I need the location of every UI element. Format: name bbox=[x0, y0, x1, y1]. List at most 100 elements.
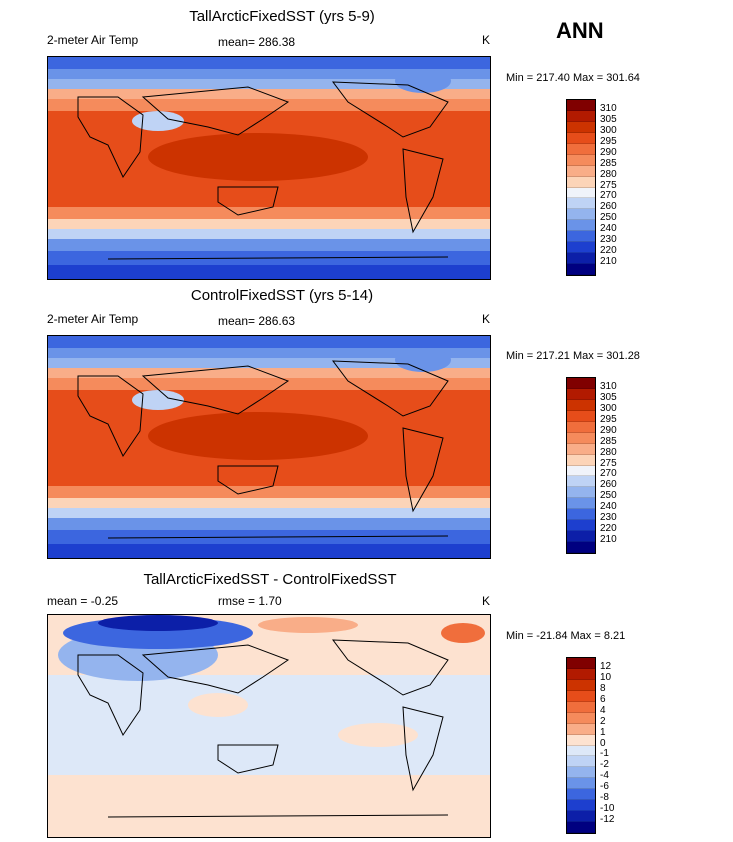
colorbar-swatch bbox=[567, 690, 595, 702]
colorbar-tick-label: 305 bbox=[600, 391, 617, 403]
colorbar-tick-label: 240 bbox=[600, 223, 617, 235]
colorbar-swatch bbox=[567, 110, 595, 122]
panel-1-map-field bbox=[48, 57, 490, 279]
colorbar-tick-label: 300 bbox=[600, 124, 617, 136]
colorbar-tick-label: 260 bbox=[600, 479, 617, 491]
colorbar-swatch bbox=[567, 100, 595, 111]
colorbar-swatch bbox=[567, 432, 595, 444]
panel-3-mean-label: mean = -0.25 bbox=[47, 594, 119, 608]
panel-3-colorbar bbox=[566, 657, 596, 834]
colorbar-swatch bbox=[567, 198, 595, 210]
panel-3-map-field bbox=[48, 615, 490, 837]
colorbar-tick-label: 6 bbox=[600, 693, 606, 705]
colorbar-swatch bbox=[567, 187, 595, 199]
colorbar-tick-label: -1 bbox=[600, 748, 609, 760]
colorbar-swatch bbox=[567, 789, 595, 801]
colorbar-tick-label: 250 bbox=[600, 490, 617, 502]
colorbar-swatch bbox=[567, 723, 595, 735]
colorbar-swatch bbox=[567, 658, 595, 669]
colorbar-swatch bbox=[567, 778, 595, 790]
colorbar-swatch bbox=[567, 542, 595, 553]
colorbar-tick-label: -4 bbox=[600, 770, 609, 782]
panel-1-colorbar bbox=[566, 99, 596, 276]
panel-2-minmax: Min = 217.21 Max = 301.28 bbox=[506, 350, 640, 362]
colorbar-swatch bbox=[567, 231, 595, 243]
colorbar-tick-label: 12 bbox=[600, 660, 612, 672]
colorbar-tick-label: 240 bbox=[600, 501, 617, 513]
season-label: ANN bbox=[556, 18, 604, 43]
colorbar-swatch bbox=[567, 410, 595, 422]
colorbar-swatch bbox=[567, 121, 595, 133]
colorbar-swatch bbox=[567, 454, 595, 466]
colorbar-tick-label: -8 bbox=[600, 792, 609, 804]
panel-2-colorbar bbox=[566, 377, 596, 554]
colorbar-swatch bbox=[567, 701, 595, 713]
panel-2-variable-label: 2-meter Air Temp bbox=[47, 312, 139, 326]
colorbar-swatch bbox=[567, 734, 595, 746]
colorbar-tick-label: 285 bbox=[600, 157, 617, 169]
colorbar-tick-label: 290 bbox=[600, 146, 617, 158]
colorbar-tick-label: -12 bbox=[600, 814, 615, 826]
colorbar-swatch bbox=[567, 132, 595, 144]
colorbar-tick-label: -2 bbox=[600, 759, 609, 771]
colorbar-swatch bbox=[567, 756, 595, 768]
colorbar-tick-label: 310 bbox=[600, 380, 617, 392]
colorbar-swatch bbox=[567, 388, 595, 400]
colorbar-tick-label: 295 bbox=[600, 413, 617, 425]
colorbar-swatch bbox=[567, 712, 595, 724]
colorbar-swatch bbox=[567, 165, 595, 177]
colorbar-swatch bbox=[567, 476, 595, 488]
colorbar-swatch bbox=[567, 498, 595, 510]
colorbar-swatch bbox=[567, 421, 595, 433]
panel-2-map bbox=[47, 335, 491, 559]
colorbar-tick-label: 290 bbox=[600, 424, 617, 436]
panel-3-minmax: Min = -21.84 Max = 8.21 bbox=[506, 630, 626, 642]
panel-2-mean-label: mean= 286.63 bbox=[218, 314, 296, 328]
colorbar-tick-label: 285 bbox=[600, 435, 617, 447]
colorbar-swatch bbox=[567, 176, 595, 188]
panel-1-title: TallArcticFixedSST (yrs 5-9) bbox=[189, 8, 375, 25]
colorbar-tick-label: 300 bbox=[600, 402, 617, 414]
colorbar-swatch bbox=[567, 399, 595, 411]
panel-2-title: ControlFixedSST (yrs 5-14) bbox=[190, 287, 374, 304]
colorbar-swatch bbox=[567, 143, 595, 155]
colorbar-tick-label: 10 bbox=[600, 671, 612, 683]
panel-3-title: TallArcticFixedSST - ControlFixedSST bbox=[143, 571, 397, 588]
colorbar-swatch bbox=[567, 264, 595, 275]
colorbar-swatch bbox=[567, 465, 595, 477]
panel-1-variable-label: 2-meter Air Temp bbox=[47, 33, 139, 47]
colorbar-swatch bbox=[567, 378, 595, 389]
colorbar-tick-label: 275 bbox=[600, 179, 617, 191]
colorbar-tick-label: 2 bbox=[600, 715, 606, 727]
colorbar-tick-label: 310 bbox=[600, 102, 617, 114]
colorbar-swatch bbox=[567, 253, 595, 265]
panel-2-map-field bbox=[48, 336, 490, 558]
colorbar-swatch bbox=[567, 520, 595, 532]
colorbar-swatch bbox=[567, 745, 595, 757]
colorbar-swatch bbox=[567, 509, 595, 521]
panel-3-units: K bbox=[482, 594, 491, 608]
colorbar-tick-label: 230 bbox=[600, 234, 617, 246]
panel-1-mean-label: mean= 286.38 bbox=[218, 35, 296, 49]
colorbar-tick-label: -10 bbox=[600, 803, 615, 815]
colorbar-tick-label: 270 bbox=[600, 190, 617, 202]
panel-3-map bbox=[47, 614, 491, 838]
colorbar-tick-label: 270 bbox=[600, 468, 617, 480]
colorbar-tick-label: 295 bbox=[600, 135, 617, 147]
colorbar-swatch bbox=[567, 443, 595, 455]
colorbar-tick-label: 210 bbox=[600, 534, 617, 546]
colorbar-tick-label: 250 bbox=[600, 212, 617, 224]
panel-2-units: K bbox=[482, 312, 491, 326]
colorbar-tick-label: 260 bbox=[600, 201, 617, 213]
panel-3-rmse-label: rmse = 1.70 bbox=[218, 594, 282, 608]
colorbar-tick-label: 1 bbox=[600, 726, 606, 738]
colorbar-swatch bbox=[567, 822, 595, 833]
colorbar-tick-label: 230 bbox=[600, 512, 617, 524]
colorbar-swatch bbox=[567, 800, 595, 812]
colorbar-swatch bbox=[567, 220, 595, 232]
colorbar-tick-label: 0 bbox=[600, 737, 606, 749]
colorbar-swatch bbox=[567, 679, 595, 691]
colorbar-tick-label: 275 bbox=[600, 457, 617, 469]
colorbar-tick-label: 220 bbox=[600, 523, 617, 535]
colorbar-swatch bbox=[567, 154, 595, 166]
